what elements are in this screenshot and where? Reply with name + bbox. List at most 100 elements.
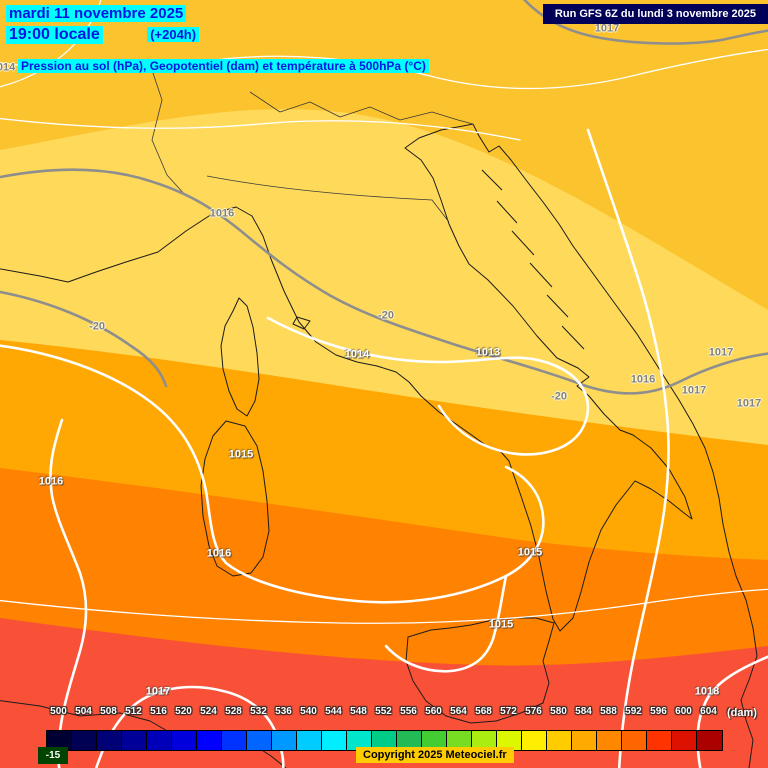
colorbar-cell (547, 731, 572, 750)
colorbar-cell (172, 731, 197, 750)
coast-sicily (405, 617, 555, 724)
colorbar-cell (72, 731, 97, 750)
coast-mainland (0, 123, 693, 632)
colorbar-cell (47, 731, 72, 750)
header-date-line: mardi 11 novembre 2025 (6, 5, 429, 23)
border-alps-north (249, 91, 474, 125)
legend-value: 560 (425, 706, 442, 717)
map-label-1016: 1016 (206, 547, 232, 560)
coast-balkan (472, 123, 758, 768)
legend-value: 504 (75, 706, 92, 717)
colorbar-cell (97, 731, 122, 750)
legend-value: 564 (450, 706, 467, 717)
legend-value: 500 (50, 706, 67, 717)
map-label-1017: 1017 (594, 22, 620, 35)
legend-value: 604 (700, 706, 717, 717)
thin-isobar-top2 (0, 117, 521, 141)
map-label-1014: 1014 (344, 348, 370, 361)
temp-scale-label: -15 (45, 750, 61, 761)
legend-value: 592 (625, 706, 642, 717)
colorbar-cell (247, 731, 272, 750)
date-text: mardi 11 novembre 2025 (6, 5, 187, 22)
legend-value: 544 (325, 706, 342, 717)
colorbar-cell (272, 731, 297, 750)
colorbar-cell (372, 731, 397, 750)
legend-value: 572 (500, 706, 517, 717)
map-label--20: -20 (551, 390, 567, 403)
run-info-box: Run GFS 6Z du lundi 3 novembre 2025 (542, 4, 768, 24)
colorbar-cell (672, 731, 697, 750)
header-subtitle-row: Pression au sol (hPa), Geopotentiel (dam… (18, 57, 429, 75)
colorbar-cell (397, 731, 422, 750)
time-text: 19:00 locale (6, 26, 103, 44)
colorbar-cell (347, 731, 372, 750)
gray-contour-main (0, 168, 768, 395)
legend-values: 500 504 508 512 516 520 524 528 532 536 540 544 548 5… (46, 705, 721, 719)
legend-value: 536 (275, 706, 292, 717)
map-label-1016: 1016 (209, 207, 235, 220)
legend-value: 548 (350, 706, 367, 717)
header: mardi 11 novembre 2025 19:00 locale (+20… (6, 5, 429, 75)
legend-value: 512 (125, 706, 142, 717)
legend-value: 528 (225, 706, 242, 717)
colorbar-cell (297, 731, 322, 750)
coast-elba (292, 316, 311, 330)
river-po (206, 175, 450, 223)
legend-value: 580 (550, 706, 567, 717)
forecast-offset: (+204h) (147, 27, 200, 42)
copyright-badge: Copyright 2025 Meteociel.fr (356, 747, 514, 763)
isobar-1014-1013 (266, 316, 590, 456)
colorbar-cell (597, 731, 622, 750)
map-label-1016: 1016 (38, 475, 64, 488)
map-label-1017: 1017 (708, 346, 734, 359)
isobar-adriatic (586, 128, 670, 768)
legend-value: 588 (600, 706, 617, 717)
map-subtitle: Pression au sol (hPa), Geopotentiel (dam… (18, 59, 429, 73)
country-borders (151, 69, 474, 223)
gray-contour-left (0, 290, 168, 388)
legend-unit: (dam) (727, 707, 757, 719)
colorbar-cell (647, 731, 672, 750)
colorbar-cell (472, 731, 497, 750)
coast-corsica (220, 297, 260, 417)
legend-value: 600 (675, 706, 692, 717)
map-label-1018: 1018 (694, 685, 720, 698)
colorbar-cell (497, 731, 522, 750)
map-label-1016: 1016 (630, 373, 656, 386)
colorbar-cell (697, 731, 722, 750)
map-label-1015: 1015 (228, 448, 254, 461)
legend-value: 520 (175, 706, 192, 717)
header-time-line: 19:00 locale (+204h) (6, 26, 429, 44)
colorbar-cell (122, 731, 147, 750)
coast-croatian-islands (481, 169, 585, 350)
isobar-1015-branch (384, 574, 508, 673)
legend-value: 516 (150, 706, 167, 717)
colorbar-cell (197, 731, 222, 750)
colorbar (46, 730, 723, 751)
colorbar-cell (422, 731, 447, 750)
legend-value: 584 (575, 706, 592, 717)
map-label--20: -20 (89, 320, 105, 333)
legend-value: 568 (475, 706, 492, 717)
border-alps-west (151, 69, 187, 197)
map-label-1017: 1017 (681, 384, 707, 397)
legend-value: 540 (300, 706, 317, 717)
legend-value: 532 (250, 706, 267, 717)
map-label-1014: 1014 (0, 61, 16, 74)
map-label-1013: 1013 (475, 346, 501, 359)
legend-value: 552 (375, 706, 392, 717)
legend-value: 524 (200, 706, 217, 717)
colorbar-cell (522, 731, 547, 750)
map-label-1015: 1015 (517, 546, 543, 559)
legend-value: 508 (100, 706, 117, 717)
legend-value: 576 (525, 706, 542, 717)
map-label-1017: 1017 (736, 397, 762, 410)
temp-scale-cell: -15 (38, 747, 68, 764)
thin-isobar-south (0, 588, 768, 624)
colorbar-cell (447, 731, 472, 750)
map-label--20: -20 (378, 309, 394, 322)
colorbar-cell (622, 731, 647, 750)
map-label-1015: 1015 (488, 618, 514, 631)
